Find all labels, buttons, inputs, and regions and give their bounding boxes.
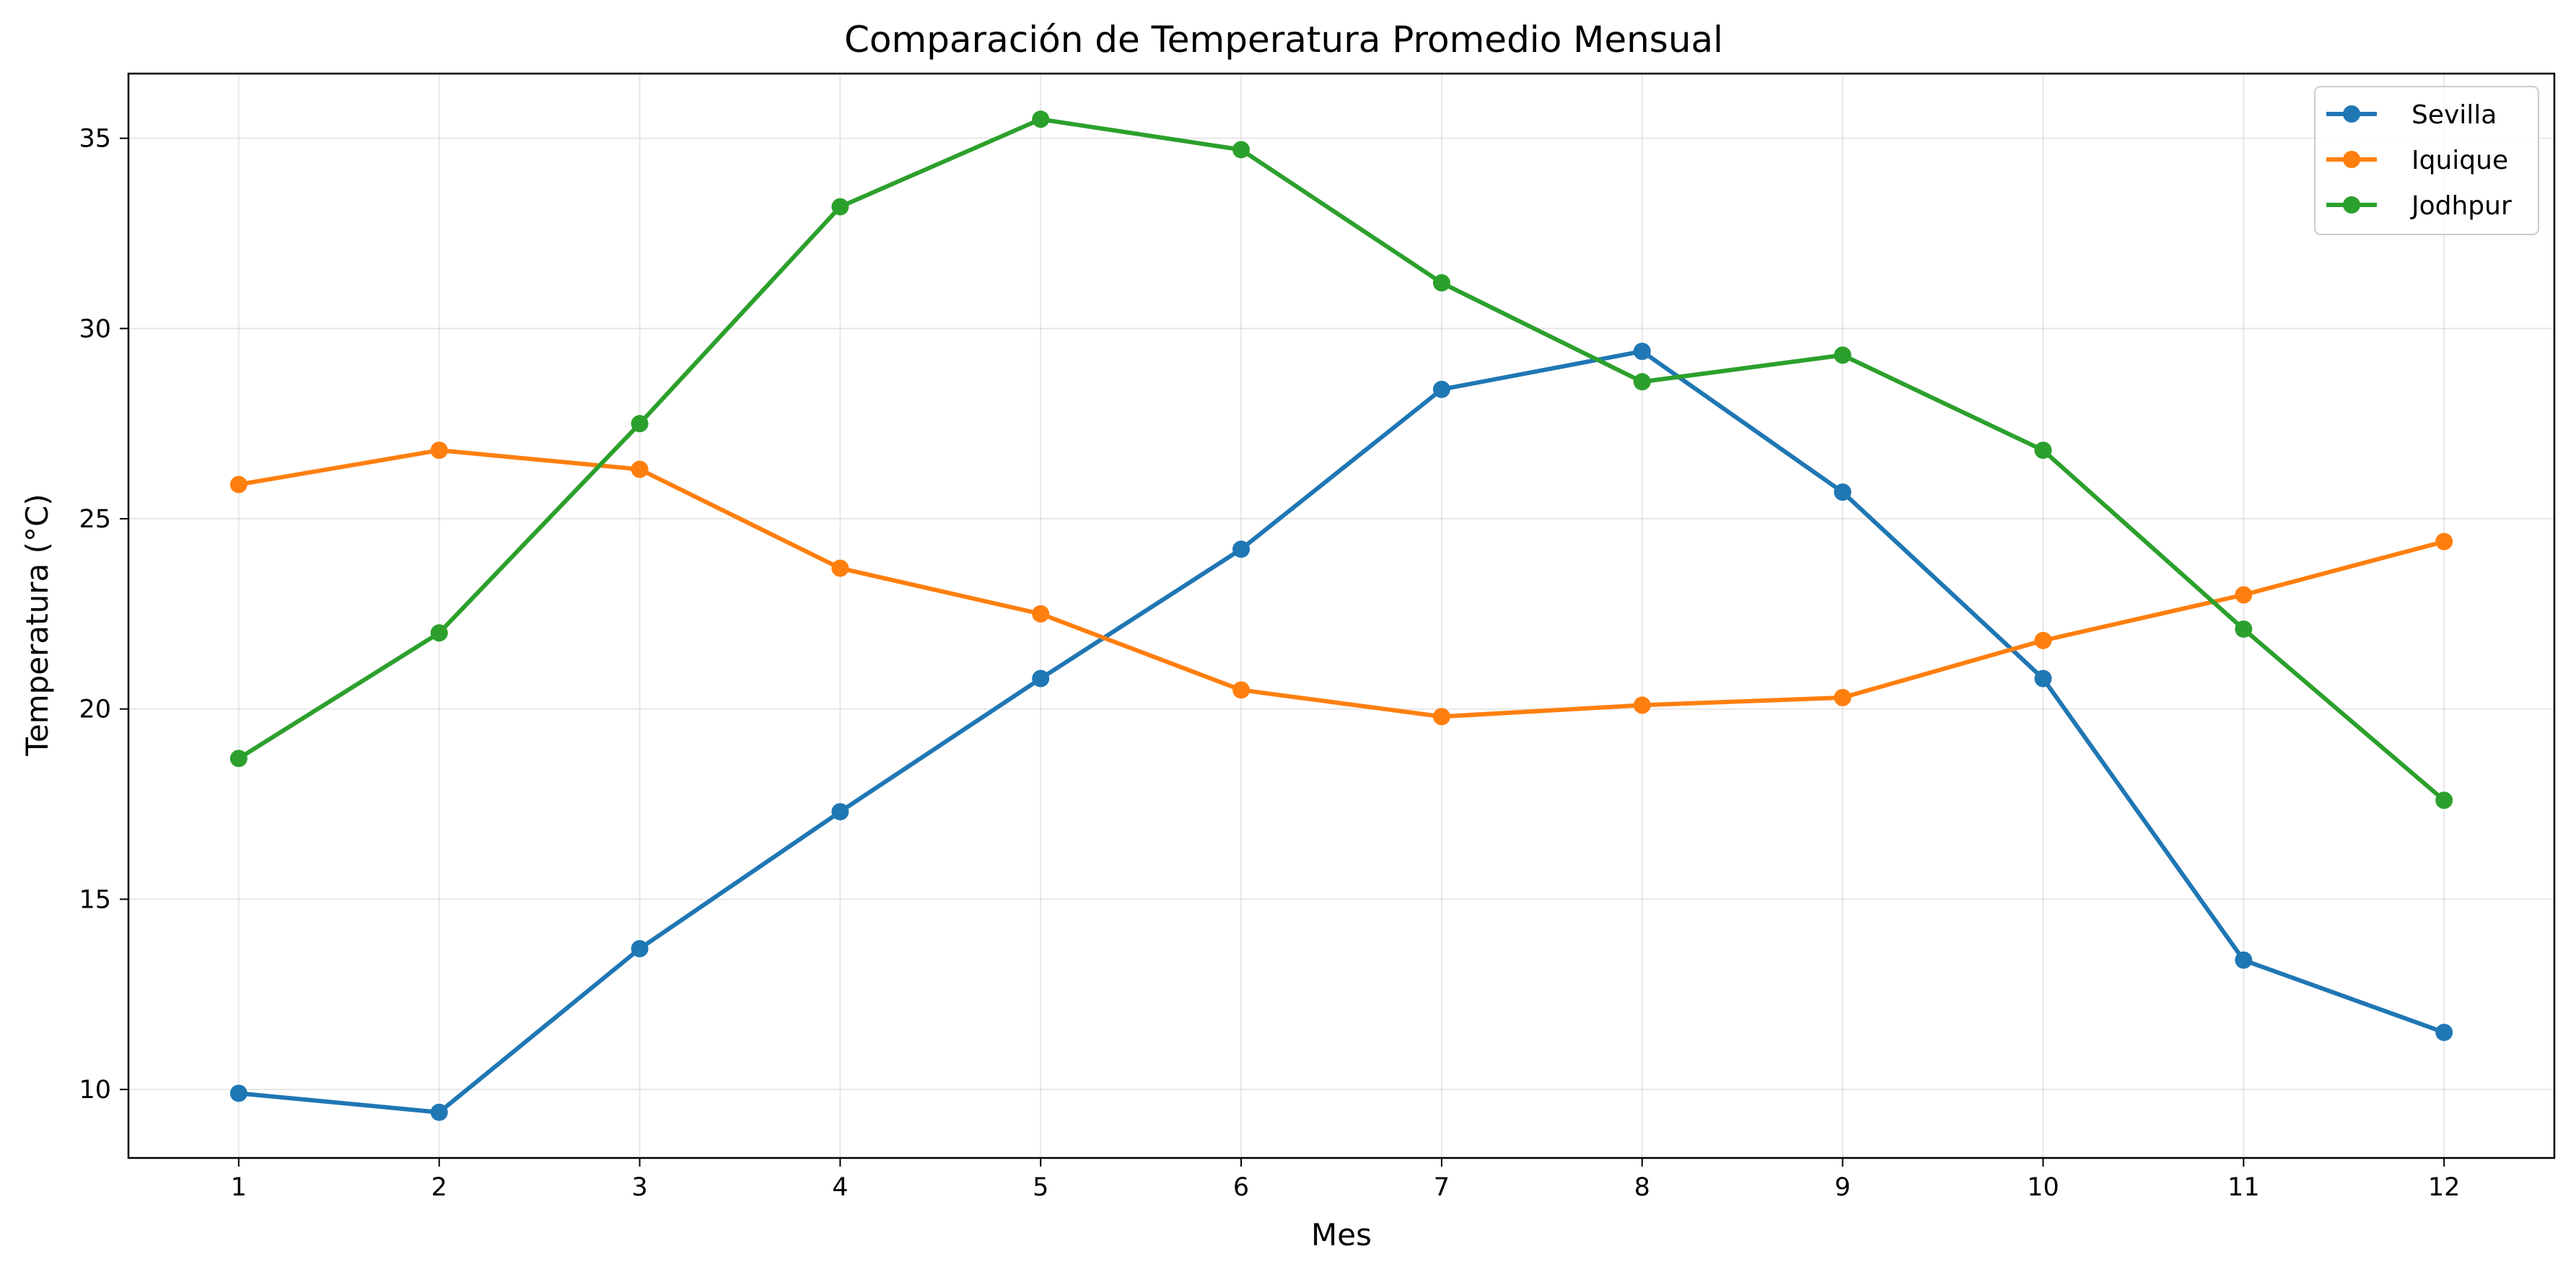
data-point-iquique bbox=[1432, 708, 1450, 726]
x-axis-label: Mes bbox=[1311, 1217, 1372, 1252]
data-point-sevilla bbox=[430, 1103, 448, 1121]
y-tick-label: 35 bbox=[79, 125, 111, 154]
series-iquique bbox=[229, 442, 2453, 726]
x-axis-ticks: 1 2 3 4 5 6 7 8 9 10 11 12 bbox=[231, 1158, 2461, 1202]
data-point-iquique bbox=[1032, 605, 1050, 623]
x-tick-label: 12 bbox=[2428, 1173, 2461, 1202]
data-point-iquique bbox=[430, 442, 448, 460]
y-tick-label: 25 bbox=[79, 505, 111, 534]
data-point-sevilla bbox=[831, 803, 849, 821]
series-line-jodhpur bbox=[236, 117, 2447, 803]
data-point-jodhpur bbox=[430, 624, 448, 642]
chart-title: Comparación de Temperatura Promedio Mens… bbox=[844, 19, 1723, 61]
legend-marker-sevilla bbox=[2343, 105, 2360, 123]
data-point-iquique bbox=[1232, 681, 1250, 699]
data-point-jodhpur bbox=[1032, 110, 1050, 128]
x-tick-label: 1 bbox=[231, 1173, 247, 1202]
legend-frame bbox=[2314, 86, 2539, 235]
grid bbox=[128, 74, 2554, 1158]
data-point-sevilla bbox=[1633, 342, 1651, 360]
data-point-sevilla bbox=[1432, 380, 1450, 398]
data-point-iquique bbox=[831, 559, 849, 577]
x-tick-label: 10 bbox=[2027, 1173, 2059, 1202]
data-point-jodhpur bbox=[2034, 442, 2052, 460]
data-point-jodhpur bbox=[831, 198, 849, 216]
series-sevilla bbox=[229, 342, 2453, 1121]
data-point-jodhpur bbox=[1633, 373, 1651, 391]
y-axis-ticks: 10 15 20 25 30 35 bbox=[79, 125, 128, 1105]
data-point-jodhpur bbox=[1232, 141, 1250, 159]
data-point-jodhpur bbox=[1834, 346, 1852, 364]
data-point-iquique bbox=[1633, 696, 1651, 714]
series-group bbox=[229, 110, 2453, 1121]
data-point-jodhpur bbox=[1432, 274, 1450, 292]
data-point-sevilla bbox=[1232, 540, 1250, 558]
data-point-sevilla bbox=[631, 939, 649, 957]
data-point-iquique bbox=[2235, 586, 2253, 604]
legend-marker-iquique bbox=[2343, 151, 2360, 168]
legend-label-sevilla: Sevilla bbox=[2411, 100, 2497, 130]
series-jodhpur bbox=[229, 110, 2453, 809]
legend-marker-jodhpur bbox=[2343, 196, 2360, 214]
x-tick-label: 9 bbox=[1834, 1173, 1850, 1202]
y-tick-label: 10 bbox=[79, 1076, 111, 1105]
data-point-sevilla bbox=[1032, 670, 1050, 688]
data-point-iquique bbox=[631, 460, 649, 478]
y-tick-label: 30 bbox=[79, 315, 111, 343]
data-point-sevilla bbox=[2235, 951, 2253, 969]
data-point-jodhpur bbox=[229, 750, 247, 768]
series-line-sevilla bbox=[236, 348, 2447, 1115]
x-tick-label: 2 bbox=[431, 1173, 447, 1202]
series-line-iquique bbox=[236, 448, 2447, 719]
x-tick-label: 6 bbox=[1233, 1173, 1249, 1202]
legend-label-jodhpur: Jodhpur bbox=[2410, 191, 2512, 221]
data-point-jodhpur bbox=[2435, 791, 2453, 809]
data-point-jodhpur bbox=[2235, 620, 2253, 638]
data-point-iquique bbox=[1834, 688, 1852, 706]
y-tick-label: 15 bbox=[79, 885, 111, 914]
x-tick-label: 8 bbox=[1634, 1173, 1650, 1202]
data-point-jodhpur bbox=[631, 415, 649, 433]
data-point-iquique bbox=[2034, 631, 2052, 649]
data-point-sevilla bbox=[2435, 1023, 2453, 1041]
data-point-sevilla bbox=[229, 1084, 247, 1102]
data-point-iquique bbox=[2435, 532, 2453, 550]
data-point-sevilla bbox=[1834, 483, 1852, 501]
plot-frame bbox=[127, 72, 2556, 1159]
data-point-iquique bbox=[229, 475, 247, 493]
y-tick-label: 20 bbox=[79, 695, 111, 724]
legend-label-iquique: Iquique bbox=[2411, 146, 2508, 175]
y-axis-label: Temperatura (°C) bbox=[19, 493, 55, 756]
x-tick-label: 4 bbox=[832, 1173, 848, 1202]
x-tick-label: 3 bbox=[631, 1173, 647, 1202]
x-tick-label: 5 bbox=[1033, 1173, 1048, 1202]
x-tick-label: 7 bbox=[1434, 1173, 1450, 1202]
data-point-sevilla bbox=[2034, 670, 2052, 688]
x-tick-label: 11 bbox=[2227, 1173, 2260, 1202]
legend: Sevilla Iquique Jodhpur bbox=[2314, 86, 2539, 235]
